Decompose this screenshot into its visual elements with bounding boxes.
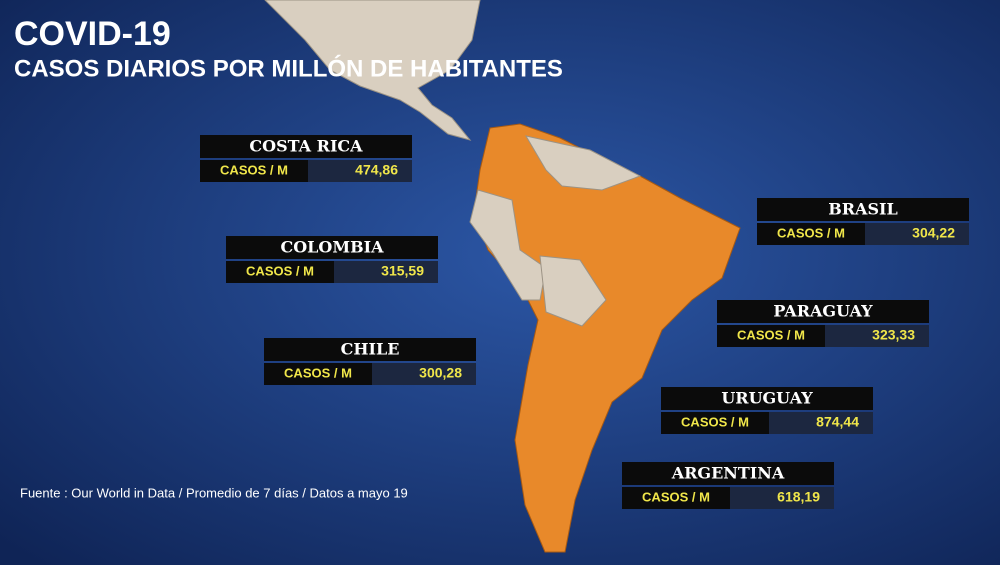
case-value: 618,19 bbox=[777, 489, 820, 505]
label-header-box bbox=[757, 198, 969, 221]
case-value: 315,59 bbox=[381, 263, 424, 279]
case-value: 304,22 bbox=[912, 225, 955, 241]
label-header-box bbox=[717, 300, 929, 323]
label-header-box bbox=[200, 135, 412, 158]
unit-box bbox=[226, 261, 334, 283]
case-value: 474,86 bbox=[355, 162, 398, 178]
value-box bbox=[372, 363, 476, 385]
unit-box bbox=[264, 363, 372, 385]
country-name: URUGUAY bbox=[721, 389, 813, 408]
unit-box bbox=[200, 160, 308, 182]
peru-ecuador bbox=[469, 189, 547, 301]
country-name: COLOMBIA bbox=[281, 238, 385, 257]
unit-box bbox=[757, 223, 865, 245]
bolivia bbox=[539, 255, 607, 327]
value-box bbox=[825, 325, 929, 347]
country-name: BRASIL bbox=[828, 200, 898, 219]
case-value: 300,28 bbox=[419, 365, 462, 381]
unit-label: CASOS / M bbox=[246, 263, 314, 278]
source: Fuente : Our World in Data / Promedio de… bbox=[20, 485, 408, 500]
value-box bbox=[865, 223, 969, 245]
case-value: 874,44 bbox=[816, 414, 859, 430]
label-header-box bbox=[622, 462, 834, 485]
unit-box bbox=[661, 412, 769, 434]
unit-box bbox=[717, 325, 825, 347]
country-name: COSTA RICA bbox=[249, 137, 363, 156]
unit-label: CASOS / M bbox=[642, 489, 710, 504]
value-box bbox=[334, 261, 438, 283]
label-header-box bbox=[264, 338, 476, 361]
case-value: 323,33 bbox=[872, 327, 915, 343]
subtitle: CASOS DIARIOS POR MILLÓN DE HABITANTES bbox=[14, 54, 563, 82]
label-header-box bbox=[226, 236, 438, 259]
label-header-box bbox=[661, 387, 873, 410]
unit-box bbox=[622, 487, 730, 509]
unit-label: CASOS / M bbox=[777, 225, 845, 240]
unit-label: CASOS / M bbox=[220, 162, 288, 177]
unit-label: CASOS / M bbox=[681, 414, 749, 429]
value-box bbox=[308, 160, 412, 182]
country-name: CHILE bbox=[341, 340, 400, 359]
north-america bbox=[264, 0, 481, 141]
venezuela-guianas bbox=[524, 135, 642, 191]
unit-label: CASOS / M bbox=[737, 327, 805, 342]
country-name: ARGENTINA bbox=[671, 464, 785, 483]
country-name: PARAGUAY bbox=[773, 302, 873, 321]
value-box bbox=[769, 412, 873, 434]
value-box bbox=[730, 487, 834, 509]
title: COVID-19 bbox=[14, 15, 171, 53]
unit-label: CASOS / M bbox=[284, 365, 352, 380]
